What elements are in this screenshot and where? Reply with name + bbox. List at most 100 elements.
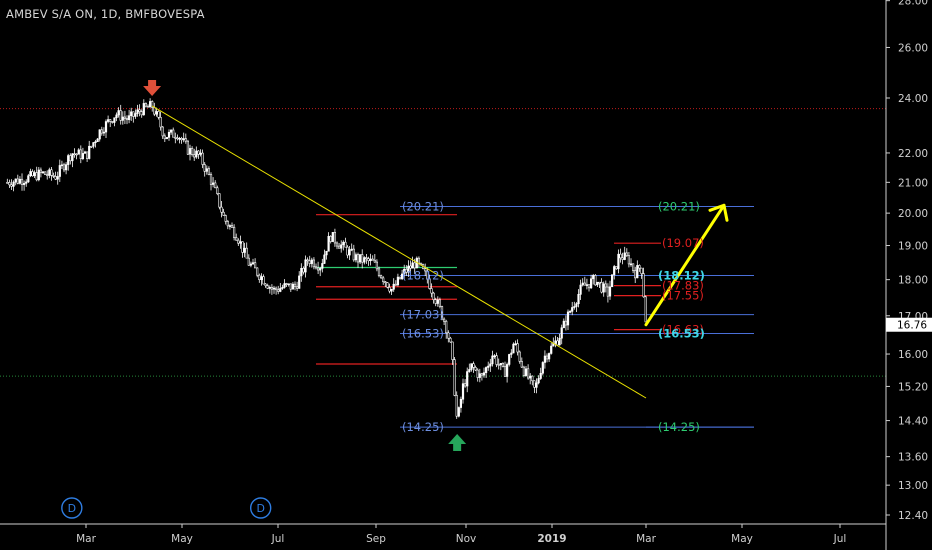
price-tick-label: 12.40 — [898, 510, 928, 522]
candle-body — [506, 364, 509, 377]
candle-body — [583, 282, 586, 286]
candle-body — [73, 153, 76, 156]
candle-body — [564, 320, 568, 326]
candle-body — [230, 225, 234, 228]
candle-body — [585, 284, 589, 286]
candle-body — [237, 239, 240, 244]
candle-body — [218, 193, 221, 208]
trendline — [151, 105, 647, 399]
price-tick-label: 19.00 — [898, 241, 928, 253]
candle-body — [491, 355, 494, 365]
candle-body — [430, 288, 433, 294]
dividend-event-icon — [249, 497, 272, 519]
candle-body — [438, 299, 442, 307]
candle-body — [577, 294, 580, 305]
candle-body — [195, 150, 198, 158]
candle-body — [382, 277, 385, 283]
candle-body — [235, 237, 238, 241]
candle-body — [503, 366, 507, 377]
fib-right-label: (16.53) — [658, 326, 705, 340]
candle-body — [581, 282, 584, 286]
candle-body — [245, 247, 248, 259]
candle-body — [10, 184, 13, 187]
candle-body — [165, 137, 169, 140]
candle-body — [266, 285, 269, 289]
candle-body — [632, 263, 635, 271]
candle-body — [39, 169, 43, 173]
candle-body — [212, 182, 215, 185]
candle-body — [554, 340, 557, 344]
candle-body — [319, 268, 322, 271]
candle-body — [401, 273, 404, 280]
candle-body — [461, 383, 465, 400]
candle-body — [340, 244, 343, 249]
candle-body — [33, 172, 36, 177]
candle-body — [44, 171, 47, 175]
candle-body — [130, 111, 133, 116]
price-tick-label: 24.00 — [898, 93, 928, 105]
candle-body — [46, 174, 49, 176]
candle-body — [14, 178, 17, 183]
candle-body — [493, 355, 496, 357]
candle-body — [518, 351, 521, 362]
candle-body — [214, 182, 217, 189]
candle-body — [617, 253, 620, 270]
candle-body — [310, 259, 313, 264]
candle-body — [548, 353, 551, 360]
candle-body — [520, 361, 523, 368]
candle-body — [247, 257, 250, 266]
candle-body — [592, 275, 595, 280]
fib-level-label: (16.53) — [402, 326, 444, 340]
candle-body — [413, 262, 416, 269]
candle-body — [113, 117, 116, 123]
candle-body — [325, 250, 328, 256]
price-tick-label: 13.00 — [898, 480, 928, 492]
candle-body — [149, 101, 152, 108]
candle-body — [92, 142, 95, 147]
candle-body — [317, 267, 320, 271]
candle-body — [627, 255, 631, 265]
candle-body — [228, 225, 232, 227]
price-tick-label: 28.00 — [898, 0, 928, 8]
candle-body — [289, 283, 292, 290]
candle-body — [508, 354, 511, 365]
candle-body — [424, 268, 427, 272]
dividend-event-label: D — [68, 502, 76, 515]
candle-body — [545, 355, 549, 360]
candle-body — [522, 366, 526, 376]
candle-body — [606, 286, 610, 297]
candle-body — [291, 283, 295, 290]
candle-body — [512, 343, 515, 354]
candle-body — [35, 172, 38, 181]
candle-body — [478, 373, 481, 378]
candlestick-series — [6, 98, 647, 419]
candle-body — [172, 129, 175, 138]
candle-body — [300, 267, 303, 277]
candle-body — [224, 215, 227, 222]
candle-body — [52, 175, 55, 177]
candle-body — [596, 281, 599, 286]
candle-body — [338, 245, 341, 249]
candle-body — [285, 283, 288, 285]
candle-body — [58, 165, 61, 177]
candle-body — [117, 110, 120, 116]
candle-body — [487, 365, 490, 368]
candle-body — [619, 253, 622, 259]
overlay-lines — [0, 108, 886, 428]
candle-body — [432, 292, 435, 301]
candle-body — [587, 284, 591, 289]
candle-body — [146, 105, 150, 108]
candle-body — [417, 257, 421, 264]
candle-body — [178, 138, 181, 140]
candle-body — [629, 263, 633, 266]
candle-body — [640, 267, 643, 274]
candle-body — [482, 372, 486, 376]
candle-body — [260, 276, 263, 280]
candle-body — [476, 369, 479, 378]
candle-body — [205, 168, 208, 172]
candle-body — [134, 113, 137, 117]
candle-body — [243, 247, 246, 253]
price-tick-label: 22.00 — [898, 148, 928, 160]
candle-body — [396, 276, 400, 286]
